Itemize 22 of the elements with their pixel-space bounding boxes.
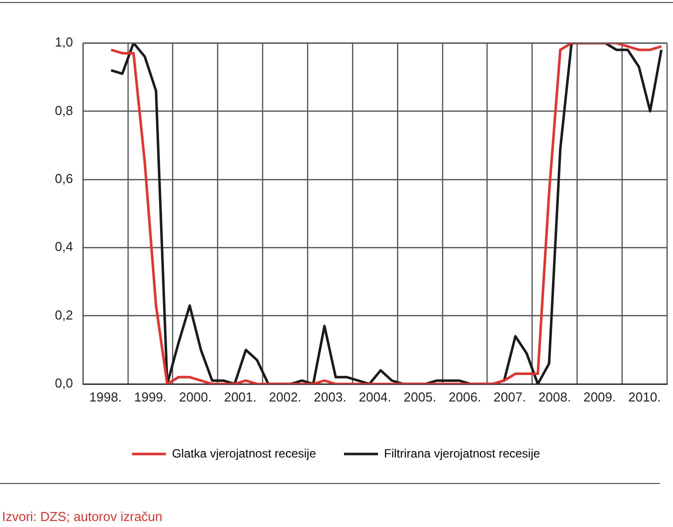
- x-tick-label: 2001.: [224, 389, 257, 404]
- x-tick-label: 2005.: [404, 389, 436, 404]
- x-tick-label: 2002.: [268, 389, 302, 404]
- x-tick-label: 2007.: [493, 389, 526, 404]
- y-tick-label: 0,0: [54, 376, 73, 391]
- y-tick-label: 1,0: [54, 34, 73, 50]
- legend-label: Glatka vjerojatnost recesije: [172, 446, 316, 460]
- x-tick-label: 2010.: [628, 389, 661, 404]
- y-tick-label: 0,8: [54, 102, 73, 118]
- x-tick-label: 2004.: [358, 389, 392, 404]
- x-tick-label: 2006.: [448, 389, 482, 404]
- y-tick-label: 0,6: [54, 170, 73, 186]
- x-tick-label: 1998.: [89, 389, 122, 404]
- text: Izvori: DZS; autorov izračun: [2, 509, 162, 524]
- x-tick-label: 1999.: [134, 389, 167, 404]
- legend-label: Filtrirana vjerojatnost recesije: [384, 446, 540, 460]
- y-tick-label: 0,4: [54, 239, 73, 254]
- x-tick-label: 2000.: [179, 389, 212, 404]
- x-tick-label: 2009.: [583, 389, 616, 404]
- x-tick-label: 2008.: [538, 389, 571, 404]
- y-tick-label: 0,2: [54, 307, 73, 322]
- x-tick-label: 2003.: [314, 389, 346, 404]
